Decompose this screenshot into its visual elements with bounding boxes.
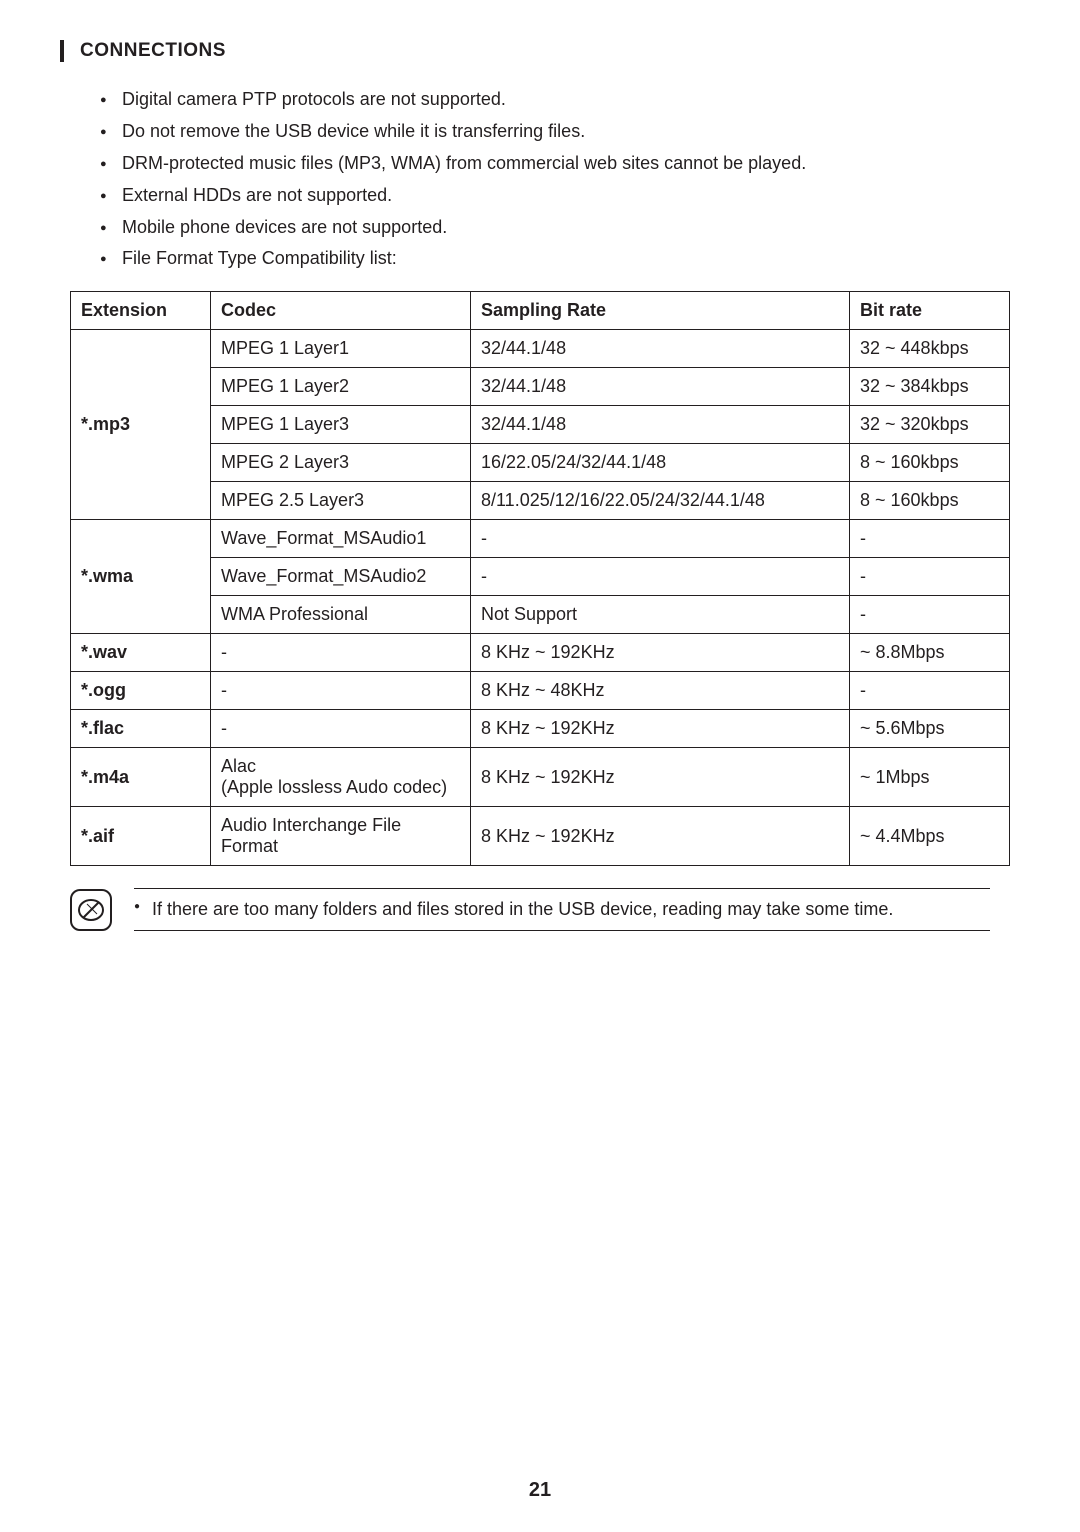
cell-codec: MPEG 2.5 Layer3 [211,482,471,520]
note-text: If there are too many folders and files … [134,899,990,920]
table-body: *.mp3MPEG 1 Layer132/44.1/4832 ~ 448kbps… [71,330,1010,866]
table-header-row: Extension Codec Sampling Rate Bit rate [71,292,1010,330]
list-item: File Format Type Compatibility list: [100,245,1000,273]
manual-page: CONNECTIONS Digital camera PTP protocols… [0,0,1080,1532]
cell-bit-rate: 32 ~ 384kbps [850,368,1010,406]
cell-sampling-rate: 8 KHz ~ 192KHz [471,807,850,866]
cell-bit-rate: 32 ~ 448kbps [850,330,1010,368]
cell-sampling-rate: 8 KHz ~ 48KHz [471,672,850,710]
cell-bit-rate: 8 ~ 160kbps [850,444,1010,482]
cell-extension: *.ogg [71,672,211,710]
cell-sampling-rate: 32/44.1/48 [471,406,850,444]
cell-bit-rate: - [850,558,1010,596]
list-item: Digital camera PTP protocols are not sup… [100,86,1000,114]
col-header-sampling-rate: Sampling Rate [471,292,850,330]
cell-extension: *.mp3 [71,330,211,520]
cell-sampling-rate: 8/11.025/12/16/22.05/24/32/44.1/48 [471,482,850,520]
cell-codec: - [211,710,471,748]
table-row: *.ogg-8 KHz ~ 48KHz- [71,672,1010,710]
table-row: MPEG 2 Layer316/22.05/24/32/44.1/488 ~ 1… [71,444,1010,482]
compatibility-table: Extension Codec Sampling Rate Bit rate *… [70,291,1010,866]
col-header-bit-rate: Bit rate [850,292,1010,330]
cell-codec: MPEG 1 Layer3 [211,406,471,444]
table-row: *.aifAudio Interchange File Format8 KHz … [71,807,1010,866]
cell-sampling-rate: 8 KHz ~ 192KHz [471,634,850,672]
cell-sampling-rate: - [471,520,850,558]
table-row: *.wmaWave_Format_MSAudio1-- [71,520,1010,558]
cell-sampling-rate: 16/22.05/24/32/44.1/48 [471,444,850,482]
cell-bit-rate: - [850,520,1010,558]
section-header: CONNECTIONS [60,40,1000,62]
cell-codec: Wave_Format_MSAudio2 [211,558,471,596]
cell-sampling-rate: 32/44.1/48 [471,368,850,406]
cell-codec: Audio Interchange File Format [211,807,471,866]
cell-sampling-rate: Not Support [471,596,850,634]
table-row: MPEG 2.5 Layer38/11.025/12/16/22.05/24/3… [71,482,1010,520]
cell-sampling-rate: 8 KHz ~ 192KHz [471,748,850,807]
cell-codec: MPEG 1 Layer1 [211,330,471,368]
page-number: 21 [0,1479,1080,1502]
cell-bit-rate: - [850,596,1010,634]
cell-codec: Alac(Apple lossless Audo codec) [211,748,471,807]
list-item: DRM-protected music files (MP3, WMA) fro… [100,150,1000,178]
note-row: If there are too many folders and files … [70,888,1000,931]
table-row: *.m4aAlac(Apple lossless Audo codec)8 KH… [71,748,1010,807]
table-row: WMA ProfessionalNot Support- [71,596,1010,634]
table-row: MPEG 1 Layer232/44.1/4832 ~ 384kbps [71,368,1010,406]
col-header-codec: Codec [211,292,471,330]
cell-codec: - [211,672,471,710]
cell-bit-rate: ~ 4.4Mbps [850,807,1010,866]
cell-extension: *.wma [71,520,211,634]
note-content: If there are too many folders and files … [134,888,990,931]
cell-sampling-rate: - [471,558,850,596]
cell-extension: *.m4a [71,748,211,807]
cell-bit-rate: ~ 1Mbps [850,748,1010,807]
cell-sampling-rate: 8 KHz ~ 192KHz [471,710,850,748]
cell-codec: WMA Professional [211,596,471,634]
cell-bit-rate: ~ 5.6Mbps [850,710,1010,748]
list-item: Do not remove the USB device while it is… [100,118,1000,146]
bullet-list: Digital camera PTP protocols are not sup… [60,86,1000,273]
cell-extension: *.aif [71,807,211,866]
cell-codec: MPEG 1 Layer2 [211,368,471,406]
cell-sampling-rate: 32/44.1/48 [471,330,850,368]
table-row: MPEG 1 Layer332/44.1/4832 ~ 320kbps [71,406,1010,444]
cell-bit-rate: 32 ~ 320kbps [850,406,1010,444]
table-row: *.flac-8 KHz ~ 192KHz~ 5.6Mbps [71,710,1010,748]
table-row: Wave_Format_MSAudio2-- [71,558,1010,596]
table-row: *.wav-8 KHz ~ 192KHz~ 8.8Mbps [71,634,1010,672]
list-item: Mobile phone devices are not supported. [100,214,1000,242]
list-item: External HDDs are not supported. [100,182,1000,210]
cell-bit-rate: 8 ~ 160kbps [850,482,1010,520]
cell-extension: *.wav [71,634,211,672]
cell-bit-rate: - [850,672,1010,710]
section-title: CONNECTIONS [80,40,1000,62]
cell-bit-rate: ~ 8.8Mbps [850,634,1010,672]
col-header-extension: Extension [71,292,211,330]
cell-extension: *.flac [71,710,211,748]
table-row: *.mp3MPEG 1 Layer132/44.1/4832 ~ 448kbps [71,330,1010,368]
cell-codec: MPEG 2 Layer3 [211,444,471,482]
note-icon [70,889,112,931]
cell-codec: - [211,634,471,672]
cell-codec: Wave_Format_MSAudio1 [211,520,471,558]
